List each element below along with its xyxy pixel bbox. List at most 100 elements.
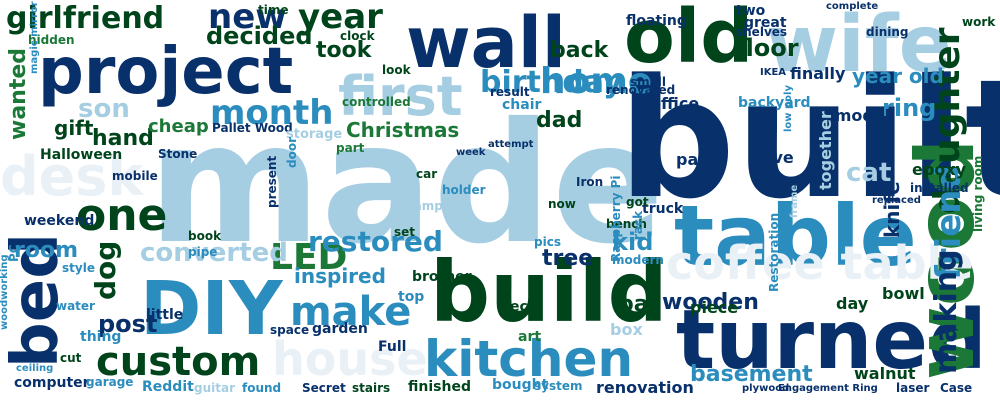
word: laser (896, 381, 930, 395)
word: Full (378, 339, 407, 355)
word: car (416, 167, 438, 181)
word: now (548, 197, 576, 211)
word: mobile (112, 169, 158, 183)
word: little (146, 307, 184, 323)
word: making (929, 249, 964, 374)
word: LED (270, 237, 348, 278)
word: attempt (488, 139, 534, 150)
word: first (338, 65, 463, 128)
word: floor (736, 34, 799, 62)
word: birthday (480, 65, 623, 100)
word: Lamp (406, 199, 443, 213)
word: dad (536, 108, 583, 133)
word: epoxy (912, 160, 967, 179)
word: wall (406, 2, 566, 84)
word: desk (0, 145, 144, 208)
word: year old (852, 64, 944, 88)
word: garage (86, 375, 134, 389)
word: clock (340, 29, 375, 43)
word: controlled (342, 95, 411, 109)
word: found (242, 381, 282, 395)
word: present (265, 155, 279, 208)
word: computer (14, 375, 90, 391)
word: rack (631, 210, 645, 240)
word: walnut (854, 364, 916, 383)
word: year (298, 0, 383, 37)
word: coffee table (666, 236, 974, 290)
word: project (38, 35, 294, 109)
word: storage (286, 127, 343, 142)
word: complete (826, 1, 879, 12)
word: dog (89, 240, 122, 300)
word: IKEA (760, 67, 787, 78)
word: love (756, 148, 794, 167)
word: DIY (140, 266, 283, 352)
word: installed (910, 181, 969, 195)
word: bench (606, 217, 647, 231)
word: garden (312, 321, 368, 337)
word: girlfriend (6, 1, 165, 36)
word: wooden (662, 290, 759, 315)
word: weekend (24, 213, 95, 229)
word: result (490, 85, 530, 99)
word: took (316, 38, 372, 63)
word: week (456, 147, 486, 158)
word: old (624, 0, 754, 80)
word: renovation (596, 378, 694, 397)
word: pair (676, 150, 712, 169)
word: turned (676, 293, 987, 388)
word: ring (882, 94, 937, 122)
word: guitar (194, 381, 235, 395)
word: low poly (783, 85, 794, 132)
word: wanted (6, 47, 31, 140)
word: small (630, 75, 666, 89)
word: thing (80, 329, 122, 345)
word: post (98, 310, 158, 338)
word: one (76, 190, 168, 241)
word: inspired (294, 264, 386, 288)
word: home (540, 61, 653, 102)
word: Engagement Ring (778, 383, 878, 394)
word: cut (60, 351, 82, 365)
word: piece (690, 298, 739, 317)
word: dining (866, 25, 909, 39)
word: Secret (302, 381, 346, 395)
word: art (518, 329, 542, 345)
word: remodel (816, 106, 891, 125)
word: look (382, 63, 411, 77)
word: bowl (882, 284, 925, 303)
word: water (56, 299, 95, 313)
word: pipe (188, 245, 218, 259)
word: finished (408, 379, 471, 395)
word: finally (790, 64, 846, 83)
word: Raspberry Pi (609, 175, 623, 262)
word: ceiling (16, 363, 54, 374)
word: new (208, 0, 287, 37)
word: tree (542, 246, 594, 271)
word: Stone (158, 147, 198, 161)
word: woodworking (0, 254, 10, 330)
word: shelves (736, 25, 788, 39)
word: work (962, 15, 996, 29)
word: space (270, 323, 310, 337)
word: modern (612, 253, 664, 267)
word: truck (642, 201, 684, 217)
word: knife (880, 181, 904, 238)
word: stairs (352, 381, 391, 395)
word: great (744, 15, 787, 31)
word: top (398, 289, 425, 305)
word: two (736, 3, 766, 19)
word: kid (612, 228, 654, 256)
word: Halloween (40, 147, 123, 163)
word: style (62, 261, 95, 275)
word: part (336, 141, 365, 155)
word: kitchen (424, 330, 634, 388)
word: day (836, 294, 869, 313)
word: got (626, 195, 649, 209)
word: table (674, 187, 917, 285)
word: hidden (28, 33, 75, 47)
word: Iron (576, 175, 604, 189)
word: replaced (872, 195, 921, 206)
word: hand (92, 126, 154, 151)
